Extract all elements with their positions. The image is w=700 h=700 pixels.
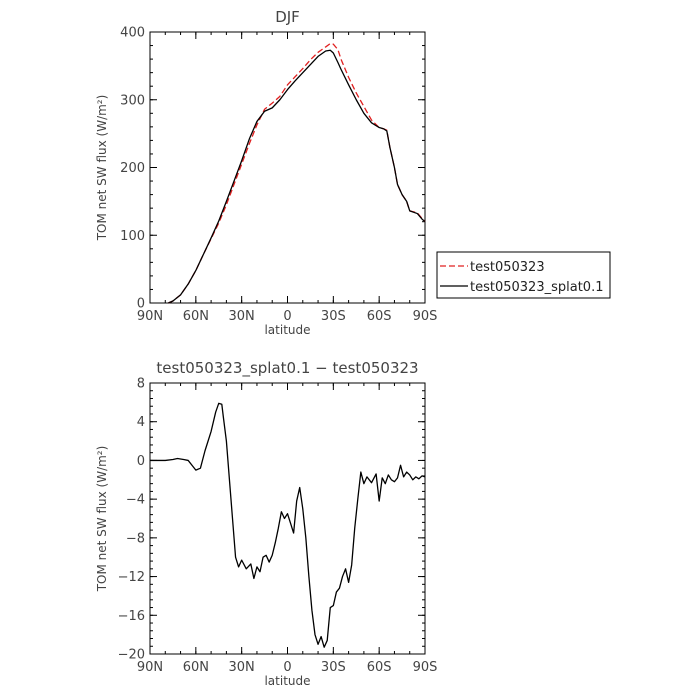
x-tick-label: 90N xyxy=(137,309,163,324)
x-tick-label: 30N xyxy=(229,309,255,324)
y-tick-label: −12 xyxy=(118,570,145,585)
x-tick-label: 30S xyxy=(321,660,346,675)
y-tick-label: 4 xyxy=(137,415,145,430)
plot-frame xyxy=(149,382,426,655)
x-axis-label: latitude xyxy=(264,323,310,337)
chart-title: test050323_splat0.1 − test050323 xyxy=(156,359,418,378)
series-line-1 xyxy=(150,402,426,648)
y-tick-label: 300 xyxy=(120,93,145,108)
top-chart: 90N 60N 30N 0 30S 60S 90S 0 100 200 300 400 DJF latit… xyxy=(95,8,437,337)
y-tick-label: −8 xyxy=(126,531,145,546)
y-axis-label: TOM net SW flux (W/m²) xyxy=(95,95,109,242)
x-tick-label: 30N xyxy=(229,660,255,675)
x-tick-label: 90N xyxy=(137,660,163,675)
x-tick-label: 90S xyxy=(413,660,438,675)
chart-legend: test050323 test050323_splat0.1 xyxy=(436,251,611,299)
y-axis-label: TOM net SW flux (W/m²) xyxy=(95,446,109,593)
y-tick-label: 200 xyxy=(120,161,145,176)
y-tick-label: 400 xyxy=(120,26,145,41)
x-tick-label: 0 xyxy=(283,660,291,675)
plot-frame xyxy=(149,31,426,304)
x-axis-label: latitude xyxy=(264,674,310,688)
y-tick-label: −4 xyxy=(126,493,145,508)
bottom-chart: 90N 60N 30N 0 30S 60S 90S 8 4 0 −4 −8 −12 −16 −20 test0… xyxy=(95,359,437,688)
y-tick-label: 0 xyxy=(137,297,145,312)
y-tick-label: 8 xyxy=(137,377,145,392)
x-tick-label: 0 xyxy=(283,309,291,324)
x-tick-label: 60S xyxy=(367,660,392,675)
series-line-2 xyxy=(168,49,426,304)
chart-title: DJF xyxy=(275,8,300,26)
legend-label: test050323 xyxy=(470,260,545,275)
x-tick-label: 90S xyxy=(413,309,438,324)
x-tick-label: 60N xyxy=(183,660,209,675)
legend-label: test050323_splat0.1 xyxy=(470,280,603,295)
series-line-1 xyxy=(168,42,426,304)
x-tick-label: 30S xyxy=(321,309,346,324)
x-tick-label: 60N xyxy=(183,309,209,324)
legend-box xyxy=(436,251,611,299)
x-tick-label: 60S xyxy=(367,309,392,324)
y-tick-label: 0 xyxy=(137,454,145,469)
y-tick-label: −20 xyxy=(118,648,145,663)
y-tick-label: 100 xyxy=(120,229,145,244)
y-tick-label: −16 xyxy=(118,609,145,624)
